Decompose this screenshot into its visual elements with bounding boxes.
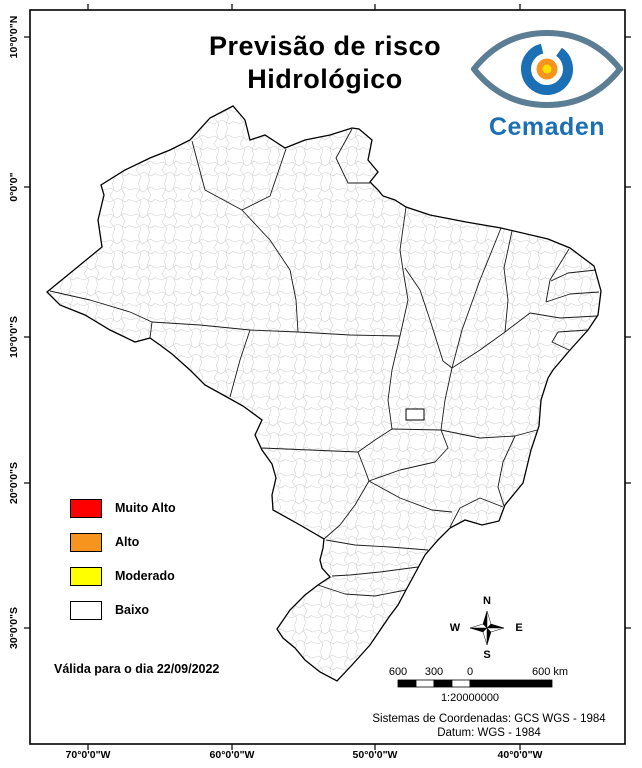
legend-item-alto: Alto xyxy=(70,532,176,552)
compass-west-label: W xyxy=(449,622,461,634)
validity-note: Válida para o dia 22/09/2022 xyxy=(54,662,220,676)
scale-label-600-left: 600 xyxy=(388,666,408,678)
legend-item-moderado: Moderado xyxy=(70,566,176,586)
legend-swatch-baixo xyxy=(70,600,102,620)
credits-line1: Sistemas de Coordenadas: GCS WGS - 1984 xyxy=(372,713,606,725)
legend-swatch-muito-alto xyxy=(70,498,102,518)
legend-label-baixo: Baixo xyxy=(115,603,150,617)
legend-item-muito-alto: Muito Alto xyxy=(70,498,176,518)
scale-bar xyxy=(397,679,553,688)
lon-label-60w: 60°0'0"W xyxy=(209,749,255,761)
legend-swatch-moderado xyxy=(70,566,102,586)
municipal-boundaries-texture xyxy=(47,106,601,681)
compass-south-label: S xyxy=(483,649,491,661)
state-boundaries xyxy=(49,128,600,597)
scale-ratio: 1:20000000 xyxy=(440,692,500,704)
scale-label-0: 0 xyxy=(466,666,474,678)
brazil-country-outline xyxy=(46,105,602,682)
legend-label-muito-alto: Muito Alto xyxy=(115,501,176,515)
compass-north-label: N xyxy=(483,595,491,607)
map-frame xyxy=(29,9,626,745)
lat-label-30s: 30°0'0"S xyxy=(8,606,20,650)
legend: Muito Alto Alto Moderado Baixo xyxy=(70,498,176,634)
scale-label-300: 300 xyxy=(424,666,444,678)
cemaden-logo: Cemaden xyxy=(462,28,632,142)
map-title-line1: Previsão de risco xyxy=(208,31,442,61)
lon-label-40w: 40°0'0"W xyxy=(497,749,543,761)
cemaden-eye-icon xyxy=(471,30,623,108)
cemaden-logo-text: Cemaden xyxy=(488,113,606,141)
lat-label-10s: 10°0'0"S xyxy=(8,315,20,359)
map-title-line2: Hidrológico xyxy=(247,64,403,94)
lat-label-20s: 20°0'0"S xyxy=(8,461,20,505)
graticule-ticks xyxy=(24,4,631,750)
credits-line2: Datum: WGS - 1984 xyxy=(437,727,541,739)
map-title: Previsão de risco Hidrológico xyxy=(125,30,525,96)
lon-label-70w: 70°0'0"W xyxy=(65,749,111,761)
distrito-federal-shape xyxy=(405,408,425,421)
lat-label-10n: 10°0'0"N xyxy=(8,15,20,59)
legend-item-baixo: Baixo xyxy=(70,600,176,620)
lat-label-0: 0°0'0" xyxy=(8,172,20,202)
legend-label-alto: Alto xyxy=(115,535,140,549)
legend-label-moderado: Moderado xyxy=(115,569,175,583)
compass-east-label: E xyxy=(515,622,523,634)
legend-swatch-alto xyxy=(70,532,102,552)
scale-label-600-right: 600 km xyxy=(531,666,569,678)
lon-label-50w: 50°0'0"W xyxy=(352,749,398,761)
coordinate-system-credits: Sistemas de Coordenadas: GCS WGS - 1984 … xyxy=(348,712,630,740)
compass-rose-icon xyxy=(469,610,505,646)
